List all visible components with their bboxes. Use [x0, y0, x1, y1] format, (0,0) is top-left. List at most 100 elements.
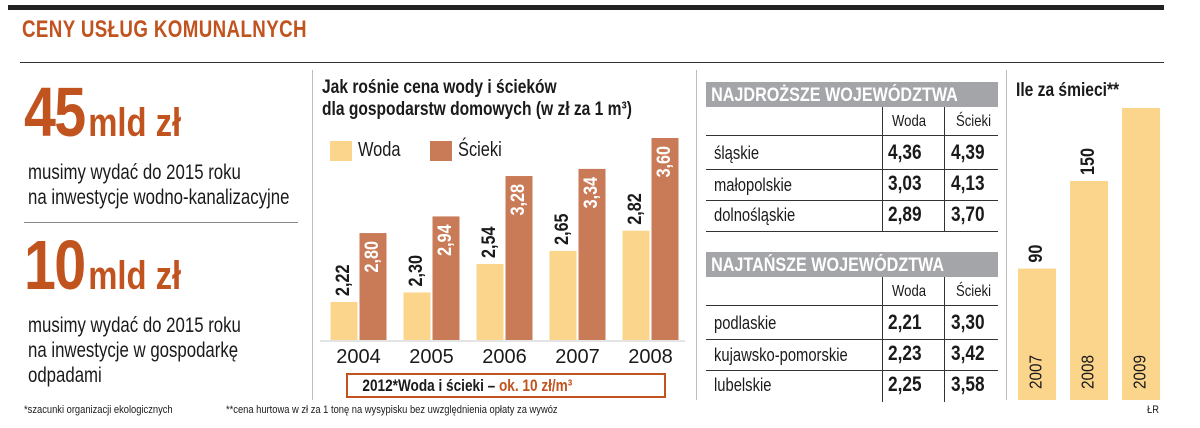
- expensive-row-line: [706, 200, 998, 201]
- bar-scieki-2005: [432, 216, 460, 340]
- data-label-woda-2005: 2,30: [405, 255, 427, 287]
- cheap-table-header: NAJTAŃSZE WOJEWÓDZTWA: [706, 252, 998, 277]
- data-label-woda-2006: 2,54: [478, 226, 500, 258]
- column-divider-3: [1006, 70, 1007, 400]
- data-label-scieki-2006: 3,28: [507, 184, 529, 216]
- stat-1-line-1: musimy wydać do 2015 roku: [28, 161, 241, 184]
- data-label-scieki-2005: 2,94: [434, 224, 456, 256]
- expensive-row-line: [706, 135, 998, 136]
- legend-label-woda: Woda: [358, 139, 401, 161]
- data-label-smieci-2008: 150: [1077, 148, 1099, 175]
- stat-1-unit: mld zł: [88, 101, 182, 145]
- bar-smieci-2008: [1070, 181, 1108, 400]
- table-row-woda: 2,23: [888, 342, 922, 365]
- x-tick-label: 2007: [555, 346, 600, 368]
- expensive-col-scieki: Ścieki: [956, 113, 992, 130]
- bar-woda-2007: [549, 250, 577, 340]
- header-rule: [20, 62, 1164, 63]
- table-row-scieki: 3,42: [951, 342, 985, 365]
- stat-2-line-2: na inwestycje w gospodarkę: [28, 339, 239, 362]
- legend-swatch-woda: [330, 141, 352, 161]
- note-2012-highlight: ok. 10 zł/m³: [498, 376, 573, 395]
- stat-1-line-2: na inwestycje wodno-kanalizacyjne: [28, 186, 290, 209]
- note-2012-prefix: 2012*Woda i ścieki –: [362, 376, 499, 395]
- credit: ŁR: [1147, 404, 1159, 416]
- stat-2-value: 10: [24, 226, 86, 304]
- cheap-row-line: [706, 370, 998, 371]
- expensive-table-title: NAJDROŻSZE WOJEWÓDZTWA: [711, 85, 958, 106]
- expensive-table: Woda Ścieki śląskie 4,36 4,39 małopolski…: [706, 107, 998, 232]
- cheap-table: Woda Ścieki podlaskie 2,21 3,30 kujawsko…: [706, 277, 998, 402]
- table-row-scieki: 3,58: [951, 373, 985, 396]
- data-label-woda-2008: 2,82: [624, 193, 646, 225]
- column-divider-2: [696, 70, 697, 400]
- stat-2-line-3: odpadami: [28, 364, 102, 387]
- cheap-table-title: NAJTAŃSZE WOJEWÓDZTWA: [711, 255, 945, 276]
- table-row-scieki: 3,70: [951, 203, 985, 226]
- x-tick-label-smieci: 2007: [1026, 355, 1046, 389]
- data-label-scieki-2004: 2,80: [361, 241, 383, 273]
- bar-scieki-2007: [578, 168, 606, 340]
- stat-2-figure: 10 mld zł: [24, 225, 181, 305]
- data-label-scieki-2007: 3,34: [580, 177, 602, 209]
- data-label-woda-2007: 2,65: [551, 213, 573, 245]
- x-tick-label: 2004: [336, 346, 381, 368]
- expensive-row-line: [706, 169, 998, 170]
- cheap-row-line: [706, 305, 998, 306]
- column-divider-1: [312, 70, 313, 400]
- cheap-col-woda: Woda: [892, 283, 927, 300]
- table-row-name: kujawsko-pomorskie: [714, 345, 848, 365]
- x-tick-label-smieci: 2008: [1078, 355, 1098, 389]
- expensive-col-woda: Woda: [892, 113, 927, 130]
- garbage-chart-title: Ile za śmieci**: [1016, 80, 1120, 101]
- garbage-chart-svg: 90150200200720082009: [1018, 108, 1160, 400]
- data-label-woda-2004: 2,22: [332, 264, 354, 296]
- note-2012-text: 2012*Woda i ścieki – ok. 10 zł/m³: [348, 376, 674, 396]
- cheap-row-line: [706, 339, 998, 340]
- top-bar: [8, 5, 1164, 10]
- stat-2-line-1: musimy wydać do 2015 roku: [28, 314, 241, 337]
- bar-smieci-2007: [1018, 268, 1056, 400]
- footnote-2: **cena hurtowa w zł za 1 tonę na wysypis…: [226, 404, 558, 416]
- table-row-name: dolnośląskie: [714, 205, 796, 225]
- legend-label-scieki: Ścieki: [458, 139, 502, 161]
- stat-2-unit: mld zł: [88, 254, 182, 298]
- cheap-col-scieki: Ścieki: [956, 283, 992, 300]
- footnote-1: *szacunki organizacji ekologicznych: [24, 404, 173, 416]
- table-row-woda: 2,25: [888, 373, 922, 396]
- table-row-woda: 3,03: [888, 172, 922, 195]
- stat-1-value: 45: [24, 73, 86, 151]
- x-tick-label-smieci: 2009: [1130, 355, 1150, 389]
- bar-smieci-2009: [1122, 108, 1160, 400]
- x-tick-label: 2008: [628, 346, 673, 368]
- bar-woda-2008: [622, 230, 650, 340]
- table-row-woda: 2,21: [888, 311, 922, 334]
- stat-1-figure: 45 mld zł: [24, 72, 181, 152]
- bar-woda-2005: [403, 292, 431, 340]
- bar-woda-2004: [330, 301, 358, 340]
- table-row-name: śląskie: [714, 143, 760, 163]
- expensive-table-header: NAJDROŻSZE WOJEWÓDZTWA: [706, 82, 998, 107]
- water-chart-svg: 2,22 2,80 2,30 2,94 2,54 3,28 2,65 3,34 2,82 3,60…: [320, 138, 685, 368]
- bar-woda-2006: [476, 263, 504, 340]
- table-row-name: małopolskie: [714, 175, 792, 195]
- table-row-scieki: 3,30: [951, 311, 985, 334]
- table-row-woda: 4,36: [888, 141, 922, 164]
- bar-scieki-2006: [505, 176, 533, 340]
- x-tick-label: 2005: [409, 346, 454, 368]
- table-row-woda: 2,89: [888, 203, 922, 226]
- bar-scieki-2004: [359, 233, 387, 340]
- data-label-scieki-2008: 3,60: [653, 146, 675, 178]
- note-2012: 2012*Woda i ścieki – ok. 10 zł/m³: [346, 373, 666, 398]
- x-tick-label: 2006: [482, 346, 527, 368]
- table-row-name: podlaskie: [714, 313, 777, 333]
- table-row-name: lubelskie: [714, 375, 772, 395]
- stats-divider: [24, 222, 298, 223]
- data-label-smieci-2007: 90: [1025, 244, 1047, 262]
- table-row-scieki: 4,13: [951, 172, 985, 195]
- water-chart-title-2: dla gospodarstw domowych (w zł za 1 m³): [322, 99, 632, 120]
- bar-scieki-2008: [651, 138, 679, 340]
- expensive-row-line: [706, 231, 998, 232]
- table-row-scieki: 4,39: [951, 141, 985, 164]
- legend-swatch-scieki: [430, 141, 452, 161]
